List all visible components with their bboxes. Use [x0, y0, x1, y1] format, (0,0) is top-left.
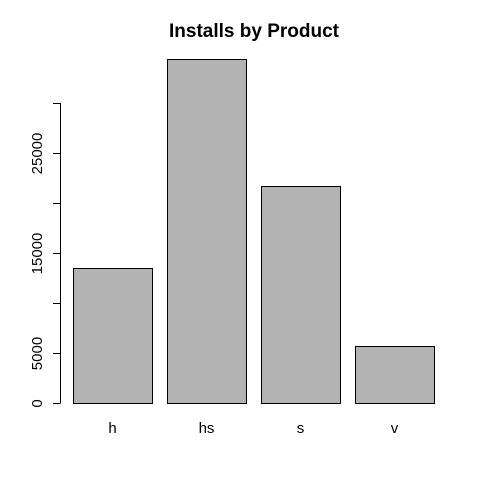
x-tick-label-v: v	[391, 420, 399, 437]
bar-h	[73, 268, 153, 404]
x-tick-label-h: h	[108, 420, 116, 437]
x-tick-label-s: s	[297, 420, 305, 437]
y-tick-label-0: 0	[29, 399, 46, 407]
y-tick-label-15000: 15000	[29, 233, 46, 275]
x-tick-label-hs: hs	[199, 420, 215, 437]
y-tick-label-5000: 5000	[29, 337, 46, 370]
x-axis-labels: h hs s v	[108, 420, 398, 437]
bar-hs	[167, 59, 247, 404]
y-axis: 0 5000 15000 25000	[29, 103, 61, 408]
bar-s	[261, 186, 341, 404]
bars-group	[73, 59, 435, 404]
chart-title: Installs by Product	[169, 21, 340, 42]
y-tick-label-25000: 25000	[29, 133, 46, 175]
bar-v	[355, 346, 435, 404]
